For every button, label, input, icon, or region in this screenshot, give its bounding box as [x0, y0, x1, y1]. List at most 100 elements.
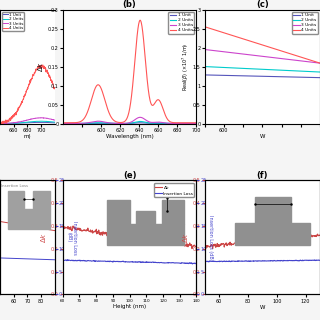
1 Unit: [0, 122, 2, 125]
Insertion Loss: [174, 261, 178, 265]
Insertion Loss: [141, 260, 145, 264]
Insertion Loss: [182, 261, 186, 265]
Title: (e): (e): [123, 171, 136, 180]
4 Units: [53, 86, 57, 90]
3 Units: [150, 121, 154, 124]
4 Units: [95, 83, 99, 87]
Insertion Loss: [190, 262, 194, 266]
3 Units: [203, 48, 207, 52]
2 Units: [31, 120, 35, 124]
3 Units: [140, 116, 144, 120]
4 Units: [61, 121, 65, 125]
1 Unit: [95, 121, 99, 125]
1 Unit: [271, 75, 275, 78]
1 Unit: [44, 121, 48, 124]
4 Units: [307, 58, 311, 62]
Legend: 1 Unit, 2 Units, 3 Units, 4 Units: 1 Unit, 2 Units, 3 Units, 4 Units: [168, 12, 194, 34]
2 Units: [271, 68, 275, 72]
1 Unit: [31, 121, 35, 124]
1 Unit: [138, 121, 142, 125]
1 Unit: [2, 122, 5, 125]
4 Units: [0, 122, 3, 125]
2 Units: [271, 68, 275, 72]
Insertion Loss: [203, 259, 207, 263]
4 Units: [31, 74, 35, 77]
2 Units: [140, 120, 144, 124]
Insertion Loss: [274, 259, 277, 263]
$\Delta k$: [271, 236, 275, 240]
4 Units: [273, 47, 277, 51]
3 Units: [121, 122, 125, 125]
4 Units: [121, 120, 125, 124]
Legend: $\Delta k$, Insertion Loss: $\Delta k$, Insertion Loss: [154, 183, 194, 197]
3 Units: [307, 60, 311, 64]
2 Units: [0, 122, 2, 125]
2 Units: [84, 121, 88, 125]
2 Units: [203, 65, 206, 68]
Insertion Loss: [312, 258, 316, 262]
1 Unit: [31, 121, 35, 124]
2 Units: [138, 120, 142, 124]
4 Units: [271, 46, 275, 50]
Line: 1 Unit: 1 Unit: [204, 75, 320, 78]
4 Units: [150, 103, 154, 107]
3 Units: [138, 116, 142, 119]
Insertion Loss: [65, 258, 69, 262]
3 Units: [318, 61, 320, 65]
3 Units: [95, 119, 99, 123]
3 Units: [273, 56, 277, 60]
3 Units: [48, 117, 52, 121]
$\Delta k$: [140, 236, 144, 240]
X-axis label: Wavelength (nm): Wavelength (nm): [106, 134, 154, 139]
3 Units: [162, 121, 165, 125]
Line: 2 Units: 2 Units: [204, 67, 320, 72]
2 Units: [307, 69, 311, 73]
3 Units: [0, 122, 2, 125]
Y-axis label: $\Delta k$: $\Delta k$: [39, 232, 48, 243]
3 Units: [300, 59, 304, 63]
2 Units: [0, 122, 2, 125]
X-axis label: Height (nm): Height (nm): [113, 304, 146, 309]
Insertion Loss: [300, 259, 304, 262]
4 Units: [271, 46, 275, 50]
X-axis label: W: W: [260, 305, 265, 310]
4 Units: [32, 74, 36, 78]
1 Unit: [150, 122, 154, 125]
4 Units: [44, 70, 48, 74]
$\Delta k$: [61, 224, 65, 228]
$\Delta k$: [173, 243, 177, 246]
1 Unit: [121, 122, 125, 125]
1 Unit: [84, 122, 88, 125]
Insertion Loss: [203, 260, 206, 263]
Line: $\Delta k$: $\Delta k$: [63, 226, 196, 249]
Insertion Loss: [61, 258, 65, 262]
$\Delta k$: [61, 225, 65, 228]
4 Units: [195, 121, 198, 125]
Y-axis label: $\Delta k$: $\Delta k$: [181, 232, 190, 243]
Title: (c): (c): [256, 0, 269, 9]
Line: 2 Units: 2 Units: [0, 121, 55, 124]
2 Units: [53, 120, 57, 124]
Line: 4 Units: 4 Units: [63, 20, 196, 123]
3 Units: [38, 116, 42, 120]
4 Units: [48, 75, 52, 79]
Line: 4 Units: 4 Units: [0, 65, 55, 124]
1 Unit: [162, 122, 165, 125]
1 Unit: [53, 121, 57, 125]
3 Units: [31, 117, 35, 121]
$\Delta k$: [140, 236, 144, 239]
4 Units: [0, 120, 2, 124]
Insertion Loss: [140, 260, 144, 264]
Y-axis label: $\Delta k$: $\Delta k$: [36, 61, 45, 72]
3 Units: [271, 56, 275, 60]
Text: Insertion Loss: Insertion Loss: [1, 184, 28, 188]
$\Delta k$: [300, 235, 304, 239]
2 Units: [162, 121, 165, 125]
Line: 3 Units: 3 Units: [204, 50, 320, 63]
Insertion Loss: [308, 258, 311, 262]
2 Units: [121, 122, 125, 125]
4 Units: [203, 25, 206, 28]
4 Units: [300, 55, 304, 59]
1 Unit: [203, 73, 207, 77]
2 Units: [31, 120, 35, 124]
